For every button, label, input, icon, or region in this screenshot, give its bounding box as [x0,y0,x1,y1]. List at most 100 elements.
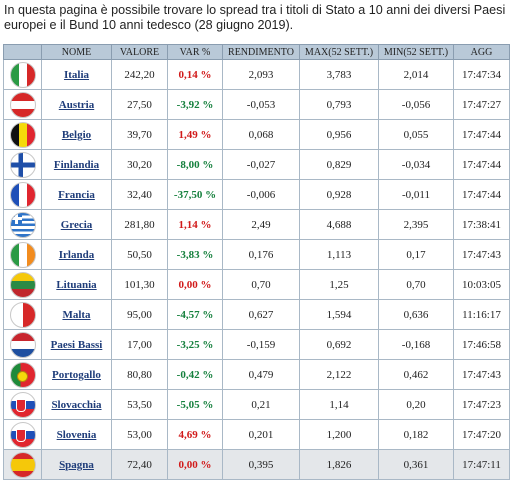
table-row: Irlanda 50,50 -3,83 % 0,176 1,113 0,17 17:47:4… [3,239,510,270]
country-link[interactable]: Malta [62,308,91,321]
header-min[interactable]: MIN(52 SETT.) [378,44,454,60]
min-cell: -0,168 [378,329,454,360]
flag-cell [3,119,42,150]
valore-cell: 50,50 [111,239,168,270]
header-nome[interactable]: NOME [41,44,112,60]
flag-cell [3,179,42,210]
max-cell: 0,793 [299,89,379,120]
valore-cell: 95,00 [111,299,168,330]
valore-cell: 27,50 [111,89,168,120]
valore-cell: 281,80 [111,209,168,240]
country-link[interactable]: Slovacchia [51,398,102,411]
header-valore[interactable]: VALORE [111,44,168,60]
agg-cell: 17:47:20 [453,419,510,450]
min-cell: 0,361 [378,449,454,480]
rendimento-cell: -0,159 [222,329,300,360]
agg-cell: 17:38:41 [453,209,510,240]
country-name-cell: Paesi Bassi [41,329,112,360]
header-var[interactable]: VAR % [167,44,223,60]
country-name-cell: Francia [41,179,112,210]
header-max[interactable]: MAX(52 SETT.) [299,44,379,60]
agg-cell: 17:47:44 [453,149,510,180]
header-flag [3,44,42,60]
min-cell: -0,034 [378,149,454,180]
var-cell: -8,00 % [167,149,223,180]
rendimento-cell: 0,70 [222,269,300,300]
var-cell: -3,25 % [167,329,223,360]
var-cell: -3,92 % [167,89,223,120]
flag-it-icon [9,61,36,88]
rendimento-cell: -0,053 [222,89,300,120]
var-cell: 0,00 % [167,449,223,480]
table-row: Portogallo 80,80 -0,42 % 0,479 2,122 0,462 17:… [3,359,510,390]
rendimento-cell: 0,21 [222,389,300,420]
var-cell: 4,69 % [167,419,223,450]
country-link[interactable]: Irlanda [58,248,95,261]
flag-emblem-icon [16,370,28,382]
header-agg[interactable]: AGG [453,44,510,60]
table-row: Slovacchia 53,50 -5,05 % 0,21 1,14 0,20 17:47:… [3,389,510,420]
flag-cell [3,59,42,90]
country-link[interactable]: Paesi Bassi [50,338,103,351]
country-link[interactable]: Spagna [59,458,94,471]
flag-ie-icon [9,241,36,268]
flag-shield-icon [15,398,26,412]
min-cell: 0,182 [378,419,454,450]
agg-cell: 17:47:11 [453,449,510,480]
min-cell: -0,056 [378,89,454,120]
agg-cell: 11:16:17 [453,299,510,330]
rendimento-cell: 0,395 [222,449,300,480]
max-cell: 1,594 [299,299,379,330]
max-cell: 1,25 [299,269,379,300]
flag-fi-icon [9,151,36,178]
min-cell: 2,014 [378,59,454,90]
flag-gr-icon [9,211,36,238]
max-cell: 1,200 [299,419,379,450]
country-name-cell: Spagna [41,449,112,480]
var-cell: 1,49 % [167,119,223,150]
valore-cell: 72,40 [111,449,168,480]
table-row: Francia 32,40 -37,50 % -0,006 0,928 -0,011 17:… [3,179,510,210]
flag-shield-icon [15,428,26,442]
valore-cell: 53,50 [111,389,168,420]
country-link[interactable]: Slovenia [56,428,97,441]
max-cell: 3,783 [299,59,379,90]
agg-cell: 17:47:43 [453,359,510,390]
rendimento-cell: 2,49 [222,209,300,240]
country-name-cell: Italia [41,59,112,90]
country-link[interactable]: Lituania [56,278,97,291]
flag-cell [3,389,42,420]
country-link[interactable]: Francia [58,188,95,201]
country-link[interactable]: Finlandia [53,158,100,171]
table-row: Slovenia 53,00 4,69 % 0,201 1,200 0,182 17:47:… [3,419,510,450]
flag-fr-icon [9,181,36,208]
table-row: Lituania 101,30 0,00 % 0,70 1,25 0,70 10:03:05 [3,269,510,300]
spread-table: NOME VALORE VAR % RENDIMENTO MAX(52 SETT… [3,44,510,480]
min-cell: -0,011 [378,179,454,210]
flag-cell [3,449,42,480]
max-cell: 4,688 [299,209,379,240]
rendimento-cell: 0,201 [222,419,300,450]
flag-canton-icon [10,212,22,224]
flag-cell [3,299,42,330]
country-name-cell: Portogallo [41,359,112,390]
flag-cell [3,239,42,270]
header-rendimento[interactable]: RENDIMENTO [222,44,300,60]
country-link[interactable]: Belgio [61,128,92,141]
flag-cell [3,329,42,360]
valore-cell: 17,00 [111,329,168,360]
valore-cell: 32,40 [111,179,168,210]
agg-cell: 17:47:44 [453,119,510,150]
country-link[interactable]: Portogallo [52,368,101,381]
max-cell: 1,826 [299,449,379,480]
flag-mt-icon [9,301,36,328]
country-link[interactable]: Austria [58,98,95,111]
country-link[interactable]: Grecia [60,218,93,231]
var-cell: -3,83 % [167,239,223,270]
rendimento-cell: -0,006 [222,179,300,210]
flag-lt-icon [9,271,36,298]
flag-be-icon [9,121,36,148]
min-cell: 0,462 [378,359,454,390]
agg-cell: 17:46:58 [453,329,510,360]
country-link[interactable]: Italia [63,68,90,81]
